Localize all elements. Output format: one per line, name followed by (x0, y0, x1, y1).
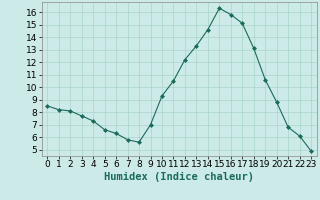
X-axis label: Humidex (Indice chaleur): Humidex (Indice chaleur) (104, 172, 254, 182)
